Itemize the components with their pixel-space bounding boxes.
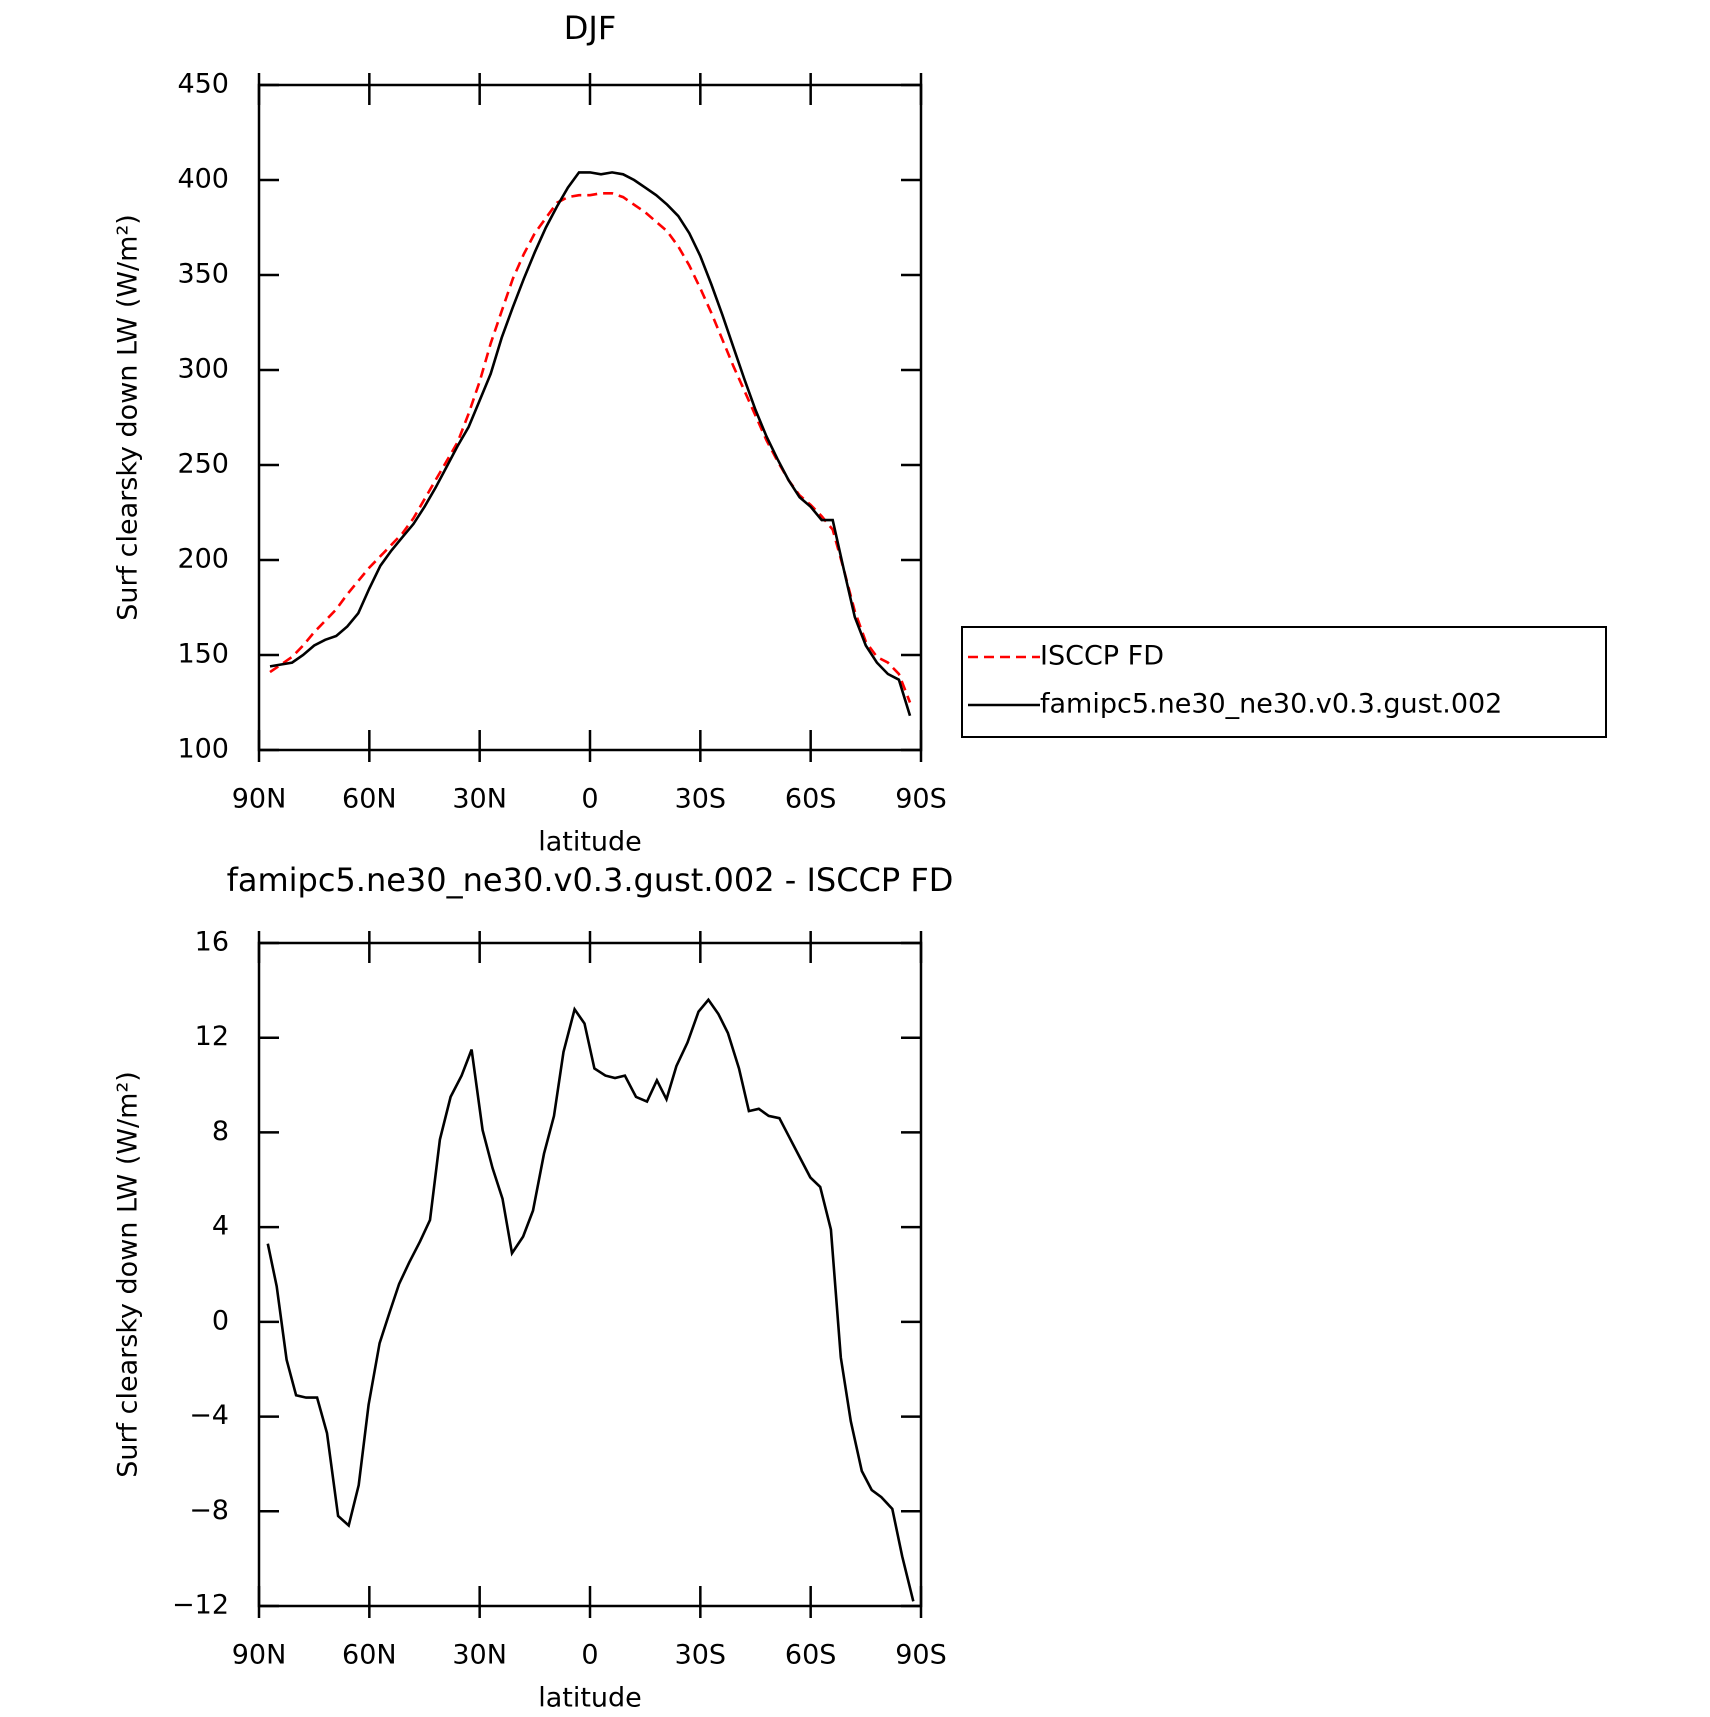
y-tick-label: 150 <box>177 639 229 670</box>
x-axis-label: latitude <box>538 827 642 858</box>
x-tick-label: 90S <box>895 1640 947 1671</box>
x-tick-label: 90N <box>232 1640 287 1671</box>
y-tick-label: 4 <box>212 1211 229 1242</box>
y-tick-label: 16 <box>195 927 229 958</box>
x-tick-label: 60S <box>785 784 837 815</box>
x-tick-label: 0 <box>581 1640 598 1671</box>
y-tick-label: −4 <box>189 1400 229 1431</box>
y-tick-label: 350 <box>177 259 229 290</box>
x-axis-label: latitude <box>538 1683 642 1714</box>
y-tick-label: −8 <box>189 1495 229 1526</box>
chart-title: famipc5.ne30_ne30.v0.3.gust.002 - ISCCP … <box>227 861 954 899</box>
x-tick-label: 30N <box>452 784 507 815</box>
y-tick-label: 8 <box>212 1116 229 1147</box>
x-tick-label: 90S <box>895 784 947 815</box>
x-tick-label: 60N <box>342 784 397 815</box>
legend-label: ISCCP FD <box>1040 641 1164 672</box>
x-tick-label: 30S <box>675 784 727 815</box>
y-tick-label: 250 <box>177 449 229 480</box>
y-tick-label: −12 <box>172 1590 229 1621</box>
x-tick-label: 60S <box>785 1640 837 1671</box>
line <box>269 192 912 703</box>
x-tick-label: 0 <box>581 784 598 815</box>
x-tick-label: 30N <box>452 1640 507 1671</box>
line <box>266 997 915 1602</box>
x-tick-label: 30S <box>675 1640 727 1671</box>
y-tick-label: 400 <box>177 164 229 195</box>
x-tick-label: 90N <box>232 784 287 815</box>
line <box>269 171 912 717</box>
y-tick-label: 200 <box>177 544 229 575</box>
y-tick-label: 100 <box>177 734 229 765</box>
plot-frame <box>257 83 923 752</box>
y-axis-label: Surf clearsky down LW (W/m²) <box>113 214 144 621</box>
y-axis-label: Surf clearsky down LW (W/m²) <box>113 1071 144 1478</box>
x-tick-label: 60N <box>342 1640 397 1671</box>
y-tick-label: 0 <box>212 1305 229 1336</box>
y-tick-label: 450 <box>177 69 229 100</box>
legend-box <box>961 626 1607 738</box>
y-tick-label: 12 <box>195 1021 229 1052</box>
legend-label: famipc5.ne30_ne30.v0.3.gust.002 <box>1040 689 1502 720</box>
y-tick-label: 300 <box>177 354 229 385</box>
chart-title: DJF <box>564 9 616 47</box>
